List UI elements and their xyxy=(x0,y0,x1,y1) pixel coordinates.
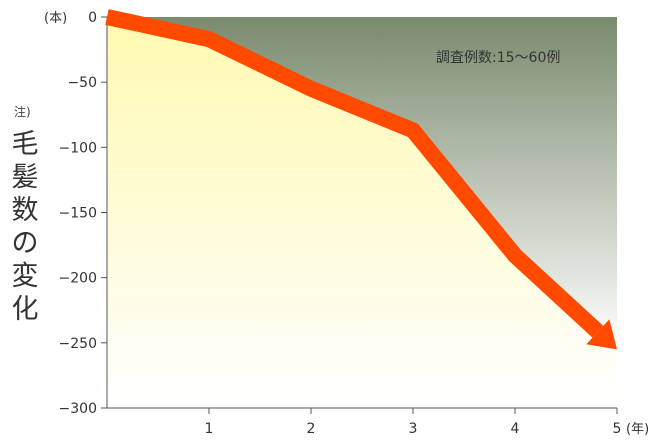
y-tick-label: −50 xyxy=(67,75,97,91)
x-unit-label: (年) xyxy=(626,422,649,437)
x-ticks: 1 2 3 4 5 xyxy=(205,408,622,437)
area-above-curve xyxy=(107,17,617,350)
y-tick-label: −250 xyxy=(59,336,97,352)
ylabel-note: 注) xyxy=(14,105,31,119)
series-group xyxy=(105,9,617,350)
y-tick-label: −300 xyxy=(59,401,97,417)
y-tick-label: −100 xyxy=(59,140,97,156)
y-tick-label: −200 xyxy=(59,271,97,287)
series-arrowhead xyxy=(586,319,617,350)
y-unit-label: (本) xyxy=(44,11,67,26)
x-tick-label: 3 xyxy=(409,421,418,437)
y-tick-label: 0 xyxy=(88,10,97,26)
y-tick-label: −150 xyxy=(59,206,97,222)
x-tick-label: 1 xyxy=(205,421,214,437)
series-line xyxy=(105,9,604,338)
x-tick-label: 4 xyxy=(511,421,520,437)
x-tick-label: 2 xyxy=(307,421,316,437)
annotation-text: 調査例数:15〜60例 xyxy=(436,50,560,66)
y-axis-title: 毛髪数の変化 xyxy=(11,129,39,325)
x-tick-label: 5 xyxy=(613,421,622,437)
y-ticks: 0 −50 −100 −150 −200 −250 −300 xyxy=(59,10,107,417)
